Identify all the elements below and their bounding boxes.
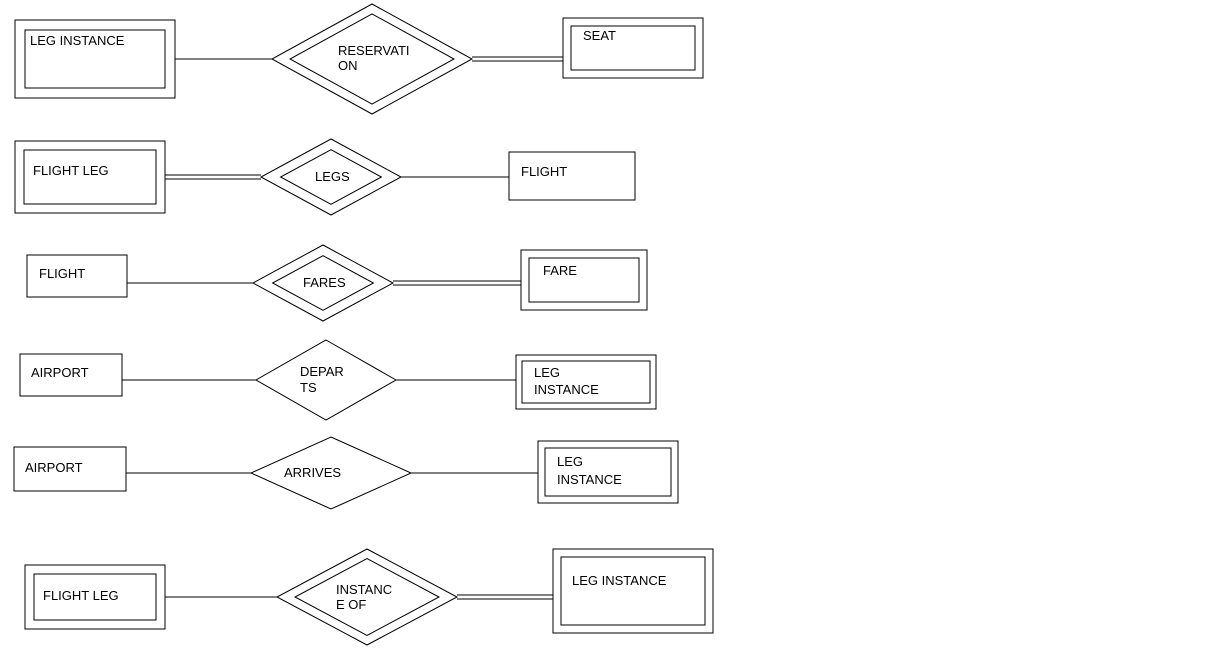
svg-text:AIRPORT: AIRPORT bbox=[25, 460, 83, 475]
svg-text:FLIGHT: FLIGHT bbox=[39, 266, 85, 281]
svg-text:RESERVATI: RESERVATI bbox=[338, 43, 410, 58]
svg-text:FARES: FARES bbox=[303, 275, 346, 290]
svg-text:E OF: E OF bbox=[336, 597, 366, 612]
svg-text:FLIGHT LEG: FLIGHT LEG bbox=[33, 163, 109, 178]
svg-text:TS: TS bbox=[300, 380, 317, 395]
svg-text:FARE: FARE bbox=[543, 263, 577, 278]
svg-text:INSTANC: INSTANC bbox=[336, 582, 392, 597]
svg-text:INSTANCE: INSTANCE bbox=[534, 382, 599, 397]
svg-text:ARRIVES: ARRIVES bbox=[284, 465, 341, 480]
svg-text:FLIGHT LEG: FLIGHT LEG bbox=[43, 588, 119, 603]
svg-text:SEAT: SEAT bbox=[583, 28, 616, 43]
svg-text:INSTANCE: INSTANCE bbox=[557, 472, 622, 487]
svg-text:LEG: LEG bbox=[557, 454, 583, 469]
svg-text:LEG INSTANCE: LEG INSTANCE bbox=[30, 33, 125, 48]
er-diagram: LEG INSTANCE RESERVATION SEAT FLIGHT LEG LEG… bbox=[0, 0, 1218, 653]
svg-text:LEG INSTANCE: LEG INSTANCE bbox=[572, 573, 667, 588]
svg-text:ON: ON bbox=[338, 58, 358, 73]
svg-text:AIRPORT: AIRPORT bbox=[31, 365, 89, 380]
svg-text:LEG: LEG bbox=[534, 365, 560, 380]
svg-text:DEPAR: DEPAR bbox=[300, 364, 344, 379]
svg-text:FLIGHT: FLIGHT bbox=[521, 164, 567, 179]
svg-text:LEGS: LEGS bbox=[315, 169, 350, 184]
